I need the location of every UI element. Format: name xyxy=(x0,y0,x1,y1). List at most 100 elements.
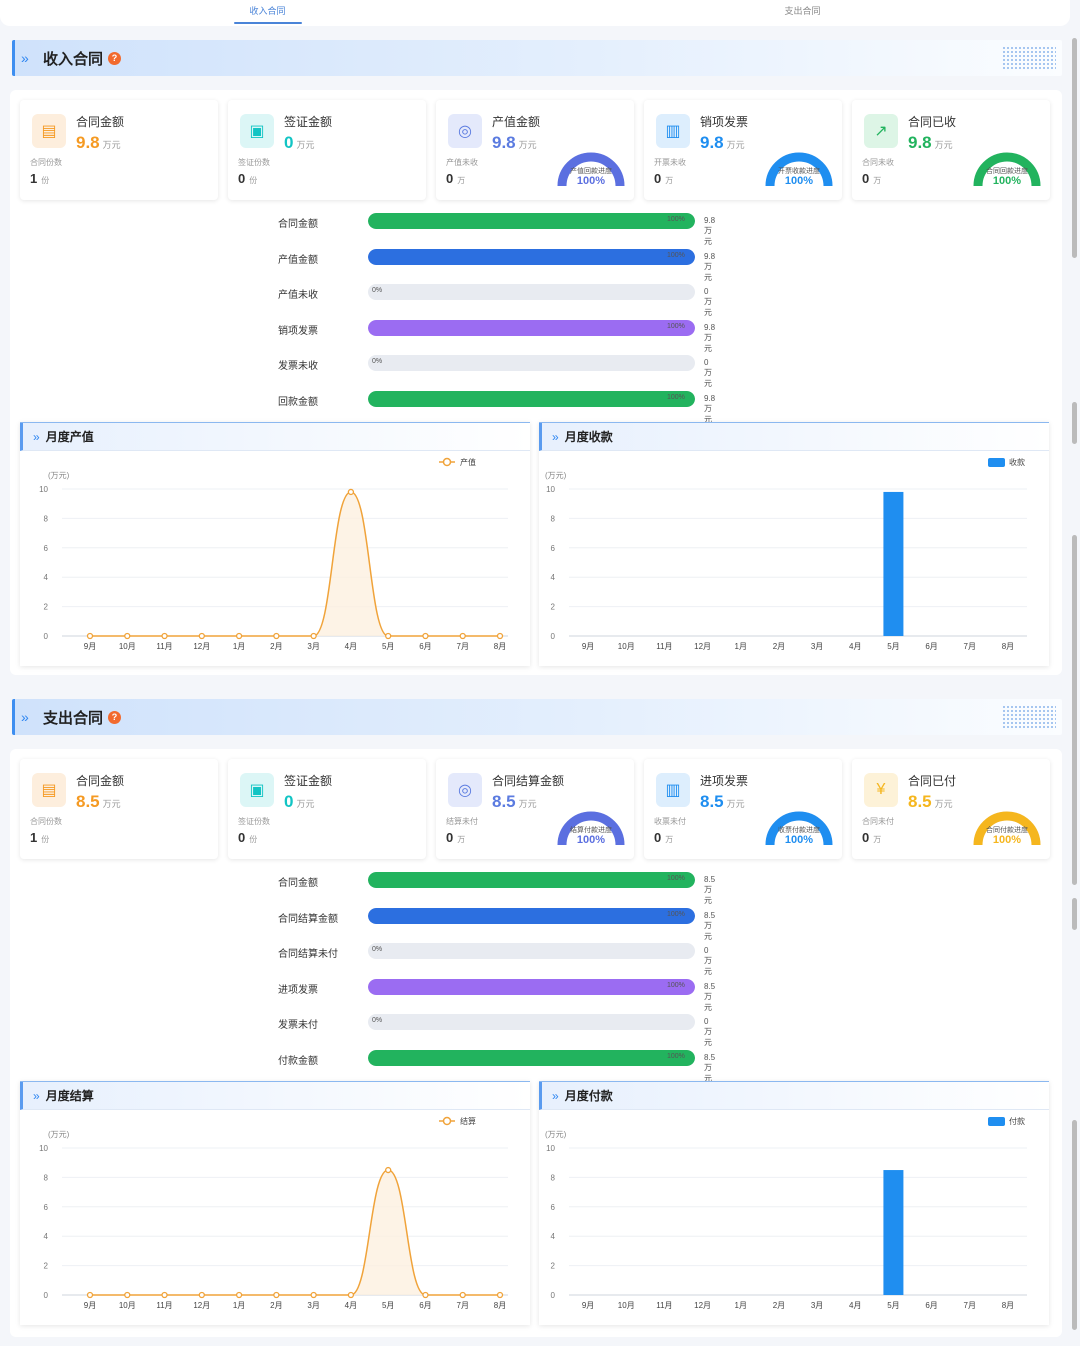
stat-title: 合同结算金额 xyxy=(492,774,565,788)
income-contract-section: ▤ 合同金额 9.8 万元 合同份数 1 份 ▣ 签证金额 0 万元 签证份数 0 份 ◎ 产值金额 9.8 万元… xyxy=(10,90,1062,675)
stat-value-number: 0 xyxy=(284,133,294,152)
stat-value: 8.5 万元 xyxy=(76,792,121,812)
data-point xyxy=(459,1291,466,1299)
stat-value-number: 9.8 xyxy=(492,133,516,152)
stat-card[interactable]: ◎ 产值金额 9.8 万元 产值未收 0 万 产值回款进度 100% xyxy=(436,100,634,200)
x-tick-label: 3月 xyxy=(811,642,823,651)
bar-value: 0万元 xyxy=(704,946,712,976)
x-tick-label: 6月 xyxy=(419,1301,431,1310)
gauge-label: 合同回款进度 xyxy=(986,168,1028,175)
stat-sub-number: 0 xyxy=(862,171,870,186)
bar-track xyxy=(368,319,695,336)
x-tick-label: 7月 xyxy=(964,642,976,651)
y-tick-label: 0 xyxy=(551,632,556,641)
bar-track xyxy=(368,872,695,888)
x-tick-label: 9月 xyxy=(84,642,96,651)
stat-title: 合同金额 xyxy=(76,115,125,129)
bar-percent: 0% xyxy=(372,358,383,365)
data-point xyxy=(161,1291,168,1299)
tab-income-contract[interactable]: 收入合同 xyxy=(0,0,535,26)
scrollbar-thumb[interactable] xyxy=(1072,38,1077,258)
gauge-fill xyxy=(973,811,1041,846)
stat-sub-number: 0 xyxy=(238,171,246,186)
bar-fill xyxy=(368,872,695,888)
certificate-icon: ▣ xyxy=(240,114,274,148)
bar-track xyxy=(368,355,695,371)
y-axis-unit-label: (万元) xyxy=(48,1130,70,1139)
y-tick-label: 6 xyxy=(44,544,49,553)
x-tick-label: 11月 xyxy=(156,642,172,651)
double-chevron-icon: » xyxy=(33,429,40,444)
stat-card[interactable]: ▣ 签证金额 0 万元 签证份数 0 份 xyxy=(228,759,426,859)
x-tick-label: 7月 xyxy=(457,1301,469,1310)
x-tick-label: 8月 xyxy=(494,1301,506,1310)
legend-label: 收款 xyxy=(1009,457,1025,467)
stat-value-unit: 万元 xyxy=(296,140,315,150)
x-tick-label: 1月 xyxy=(233,1301,245,1310)
stat-card[interactable]: ▥ 销项发票 9.8 万元 开票未收 0 万 开票收款进度 100% xyxy=(644,100,842,200)
stat-sub-number: 0 xyxy=(654,830,662,845)
stat-sub-unit: 份 xyxy=(249,835,258,844)
bar-value: 8.5万元 xyxy=(704,875,716,905)
series-area xyxy=(90,491,500,636)
gauge-arc xyxy=(973,811,1041,846)
y-tick-label: 4 xyxy=(44,573,49,582)
help-icon[interactable]: ? xyxy=(108,710,122,724)
bar-fill xyxy=(368,390,695,407)
stat-card[interactable]: ¥ 合同已付 8.5 万元 合同未付 0 万 合同付款进度 100% xyxy=(852,759,1050,859)
stat-sub-label: 产值未收 xyxy=(446,158,478,167)
gauge-arc xyxy=(765,152,833,187)
legend-marker xyxy=(442,1116,452,1126)
stat-value-unit: 万元 xyxy=(518,799,537,809)
stat-value-unit: 万元 xyxy=(934,799,953,809)
series-line xyxy=(89,491,500,637)
bar-label: 产值未收 xyxy=(278,290,318,301)
stat-card[interactable]: ▥ 进项发票 8.5 万元 收票未付 0 万 收票付款进度 100% xyxy=(644,759,842,859)
stat-value-unit: 万元 xyxy=(726,799,745,809)
x-tick-label: 1月 xyxy=(735,642,747,651)
stat-card[interactable]: ▤ 合同金额 9.8 万元 合同份数 1 份 xyxy=(20,100,218,200)
stat-card[interactable]: ▤ 合同金额 8.5 万元 合同份数 1 份 xyxy=(20,759,218,859)
contract-doc-icon: ▤ xyxy=(32,773,66,807)
stat-card[interactable]: ▣ 签证金额 0 万元 签证份数 0 份 xyxy=(228,100,426,200)
bar-label: 合同金额 xyxy=(278,219,318,230)
monthly-receipts-chart: (万元) 0 2 4 6 8 10 9月 10月 11月 12月 1月 2月 3月 4月 5月 6月 7月 8月 收款 xyxy=(545,457,1027,651)
stat-value: 9.8 万元 xyxy=(700,133,745,153)
progress-bar-row: 回款金额 100% 9.8万元 xyxy=(10,390,715,424)
bar-label: 发票未收 xyxy=(278,361,318,372)
x-tick-label: 4月 xyxy=(849,1301,861,1310)
x-tick-label: 8月 xyxy=(494,642,506,651)
stat-value-unit: 万元 xyxy=(102,140,121,150)
stat-card[interactable]: ◎ 合同结算金额 8.5 万元 结算未付 0 万 结算付款进度 100% xyxy=(436,759,634,859)
bar-track xyxy=(368,284,695,300)
tab-expense-contract[interactable]: 支出合同 xyxy=(784,6,821,16)
gauge-arc xyxy=(765,811,833,846)
x-tick-label: 6月 xyxy=(925,642,937,651)
y-tick-label: 6 xyxy=(551,544,556,553)
data-point xyxy=(422,632,429,640)
stat-card[interactable]: ↗ 合同已收 9.8 万元 合同未收 0 万 合同回款进度 100% xyxy=(852,100,1050,200)
scrollbar-marker xyxy=(1072,1120,1077,1330)
x-tick-label: 12月 xyxy=(193,1301,210,1310)
bar-value: 0万元 xyxy=(704,1017,712,1047)
help-icon[interactable]: ? xyxy=(108,51,122,65)
gauge-fill xyxy=(557,811,625,846)
stat-value: 9.8 万元 xyxy=(76,133,121,153)
legend-label: 产值 xyxy=(460,457,476,467)
page-scrollbar[interactable] xyxy=(1070,30,1080,1346)
y-tick-label: 8 xyxy=(551,514,556,523)
y-tick-label: 4 xyxy=(551,573,556,582)
stat-sub-number: 0 xyxy=(654,171,662,186)
x-tick-label: 5月 xyxy=(887,642,899,651)
legend-marker xyxy=(442,457,452,467)
stat-sub-number: 0 xyxy=(446,171,454,186)
y-tick-label: 0 xyxy=(44,632,49,641)
stat-value: 8.5 万元 xyxy=(700,792,745,812)
bar-value: 9.8万元 xyxy=(704,251,716,282)
x-tick-label: 9月 xyxy=(582,642,594,651)
